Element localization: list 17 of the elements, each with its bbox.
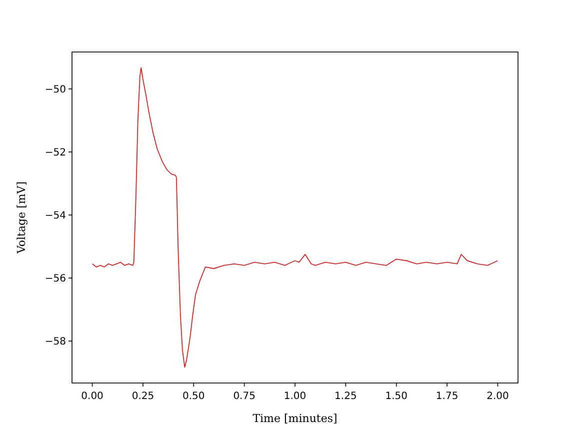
x-tick-label: 1.75 <box>436 391 458 402</box>
x-tick-label: 1.00 <box>284 391 306 402</box>
y-tick-label: −50 <box>44 84 66 96</box>
y-tick-label: −58 <box>44 336 66 348</box>
x-tick-label: 1.25 <box>334 391 357 402</box>
x-tick-label: 0.75 <box>233 391 256 402</box>
x-tick-label: 0.50 <box>182 391 205 402</box>
y-tick-label: −52 <box>44 147 66 158</box>
line-series <box>92 67 498 368</box>
y-tick-label: −56 <box>44 274 66 285</box>
x-tick-label: 0.00 <box>81 391 104 402</box>
y-tick-label: −54 <box>44 210 66 222</box>
y-axis-title: Voltage [mV] <box>15 181 28 255</box>
x-tick-label: 1.50 <box>385 391 408 402</box>
x-tick-label: 0.25 <box>132 391 154 402</box>
x-axis-title: Time [minutes] <box>252 412 338 425</box>
x-tick-label: 2.00 <box>486 391 509 402</box>
